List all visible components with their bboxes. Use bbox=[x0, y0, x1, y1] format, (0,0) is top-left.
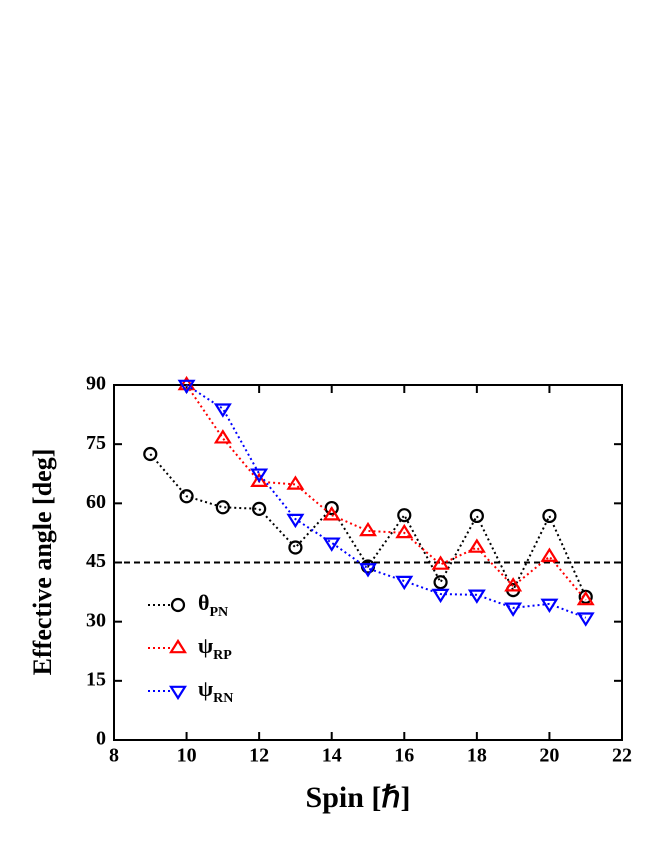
point bbox=[504, 602, 523, 617]
point bbox=[359, 563, 377, 578]
y-axis-label: Effective angle [deg] bbox=[28, 449, 57, 676]
point bbox=[578, 589, 593, 604]
y-tick-label: 30 bbox=[86, 609, 106, 631]
point bbox=[286, 475, 305, 490]
point bbox=[467, 538, 486, 553]
y-tick-label: 15 bbox=[86, 668, 106, 690]
point bbox=[322, 506, 341, 521]
legend-label: ψRP bbox=[198, 633, 232, 663]
series-line bbox=[149, 453, 587, 598]
point bbox=[576, 590, 595, 606]
legend-label: ψRN bbox=[198, 676, 233, 706]
point bbox=[576, 612, 595, 627]
x-axis-label: Spin [ℏ] bbox=[306, 781, 411, 814]
legend-marker bbox=[169, 685, 187, 701]
legend-marker bbox=[169, 638, 187, 654]
point bbox=[252, 501, 267, 516]
point bbox=[467, 589, 486, 604]
point bbox=[504, 577, 523, 592]
y-tick-label: 75 bbox=[86, 432, 106, 454]
x-tick-label: 14 bbox=[322, 745, 342, 767]
x-tick-label: 20 bbox=[539, 745, 559, 767]
point bbox=[322, 537, 341, 552]
y-tick-label: 60 bbox=[86, 491, 106, 513]
point bbox=[215, 500, 230, 515]
point bbox=[395, 523, 414, 539]
point bbox=[469, 508, 484, 524]
point bbox=[177, 379, 196, 395]
x-tick-label: 8 bbox=[109, 745, 119, 767]
point bbox=[397, 508, 412, 523]
point bbox=[250, 468, 269, 483]
series-line bbox=[185, 384, 587, 601]
point bbox=[431, 588, 450, 604]
point bbox=[395, 575, 414, 591]
x-tick-label: 16 bbox=[394, 745, 414, 767]
x-tick-label: 12 bbox=[249, 745, 269, 767]
y-tick-label: 0 bbox=[96, 728, 106, 750]
x-tick-label: 10 bbox=[177, 745, 197, 767]
point bbox=[143, 446, 158, 462]
legend-label: θPN bbox=[198, 590, 228, 620]
x-tick-label: 18 bbox=[467, 745, 487, 767]
legend-marker bbox=[170, 597, 186, 613]
y-tick-label: 45 bbox=[86, 550, 106, 572]
point bbox=[540, 547, 559, 562]
point bbox=[179, 489, 194, 504]
y-tick-label: 90 bbox=[86, 373, 106, 395]
point bbox=[542, 508, 557, 524]
point bbox=[250, 472, 269, 487]
point bbox=[213, 403, 232, 418]
point bbox=[286, 513, 305, 529]
point bbox=[540, 598, 559, 613]
point bbox=[359, 521, 377, 537]
point bbox=[431, 555, 450, 570]
point bbox=[177, 375, 196, 391]
x-tick-label: 22 bbox=[612, 745, 632, 767]
point bbox=[324, 500, 339, 516]
point bbox=[288, 540, 303, 555]
series-line bbox=[186, 384, 587, 619]
point bbox=[213, 429, 232, 444]
point bbox=[433, 575, 448, 590]
